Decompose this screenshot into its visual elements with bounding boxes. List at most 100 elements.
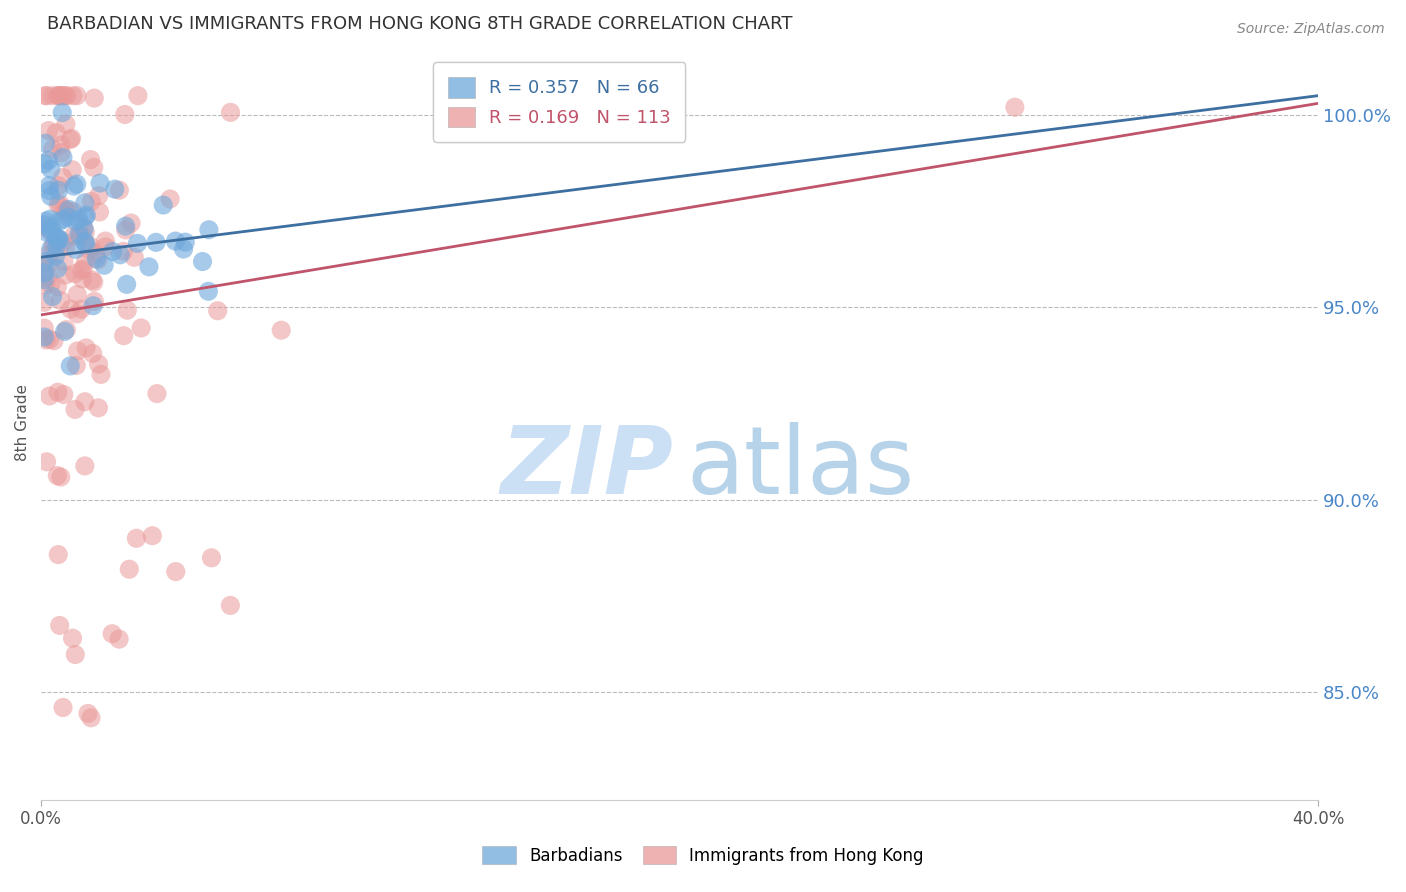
Point (41, 142, 63, 156)
Point (138, 260, 160, 274)
Point (49, 197, 72, 211)
Point (52, 212, 75, 227)
Point (83, 294, 105, 309)
Point (65, 648, 87, 662)
Text: BARBADIAN VS IMMIGRANTS FROM HONG KONG 8TH GRADE CORRELATION CHART: BARBADIAN VS IMMIGRANTS FROM HONG KONG 8… (48, 15, 793, 33)
Point (38, 184, 60, 198)
Point (165, 234, 187, 248)
Point (159, 192, 181, 206)
Point (48, 183, 70, 197)
Point (115, 277, 138, 292)
Point (49, 293, 72, 308)
Point (34, 218, 56, 232)
Point (46, 385, 69, 400)
Point (141, 529, 163, 543)
Point (58, 202, 80, 217)
Point (60, 162, 83, 177)
Point (191, 254, 214, 268)
Point (146, 386, 169, 401)
Point (112, 244, 135, 259)
Point (63, 267, 86, 281)
Point (34, 266, 56, 280)
Point (49, 88, 72, 103)
Point (80, 194, 103, 209)
Point (45, 231, 67, 245)
Point (82, 273, 104, 287)
Point (73, 195, 96, 210)
Point (84, 246, 107, 260)
Point (39, 242, 62, 256)
Point (200, 550, 222, 565)
Point (48, 214, 70, 228)
Point (49, 470, 72, 484)
Legend: Barbadians, Immigrants from Hong Kong: Barbadians, Immigrants from Hong Kong (474, 838, 932, 873)
Point (174, 235, 197, 250)
Point (82, 346, 104, 360)
Point (53, 268, 76, 282)
Point (72, 261, 94, 276)
Point (52, 170, 75, 185)
Point (69, 228, 91, 243)
Point (38, 389, 60, 403)
Point (63, 402, 86, 417)
Point (75, 210, 97, 224)
Point (48, 178, 70, 193)
Point (34, 277, 56, 292)
Point (52, 88, 75, 103)
Point (38, 178, 60, 193)
Point (75, 341, 97, 355)
Point (55, 323, 77, 337)
Point (37, 226, 59, 240)
Point (67, 228, 90, 243)
Point (60, 131, 83, 145)
Point (38, 332, 60, 346)
Text: ZIP: ZIP (501, 422, 673, 514)
Text: Source: ZipAtlas.com: Source: ZipAtlas.com (1237, 22, 1385, 37)
Point (79, 153, 101, 167)
Point (34, 157, 56, 171)
Point (52, 235, 75, 249)
Point (125, 531, 148, 545)
Point (66, 343, 89, 358)
Point (41, 226, 63, 240)
Point (46, 198, 69, 212)
Point (34, 136, 56, 151)
Point (48, 233, 70, 247)
Point (52, 202, 75, 216)
Point (39, 189, 62, 203)
Point (127, 88, 149, 103)
Point (86, 252, 108, 266)
Point (49, 138, 72, 153)
Point (219, 599, 242, 613)
Point (55, 117, 77, 131)
Point (79, 244, 101, 258)
Point (110, 248, 132, 262)
Point (52, 254, 75, 268)
Point (129, 321, 152, 335)
Point (44, 249, 66, 263)
Point (118, 562, 141, 576)
Point (49, 88, 72, 103)
Point (62, 204, 84, 219)
Point (73, 222, 96, 236)
Point (46, 231, 69, 245)
Point (46, 88, 69, 103)
Point (53, 88, 76, 103)
Point (207, 303, 229, 318)
Point (41, 290, 63, 304)
Point (62, 88, 84, 103)
Point (127, 236, 149, 251)
Point (104, 182, 127, 196)
Point (53, 325, 76, 339)
Point (45, 239, 67, 253)
Point (77, 706, 100, 721)
Point (48, 88, 70, 103)
Point (35, 88, 58, 103)
Point (80, 711, 103, 725)
Point (70, 263, 93, 277)
Point (90, 368, 112, 382)
Point (70, 301, 93, 316)
Point (101, 626, 124, 640)
Point (83, 91, 105, 105)
Point (66, 88, 89, 103)
